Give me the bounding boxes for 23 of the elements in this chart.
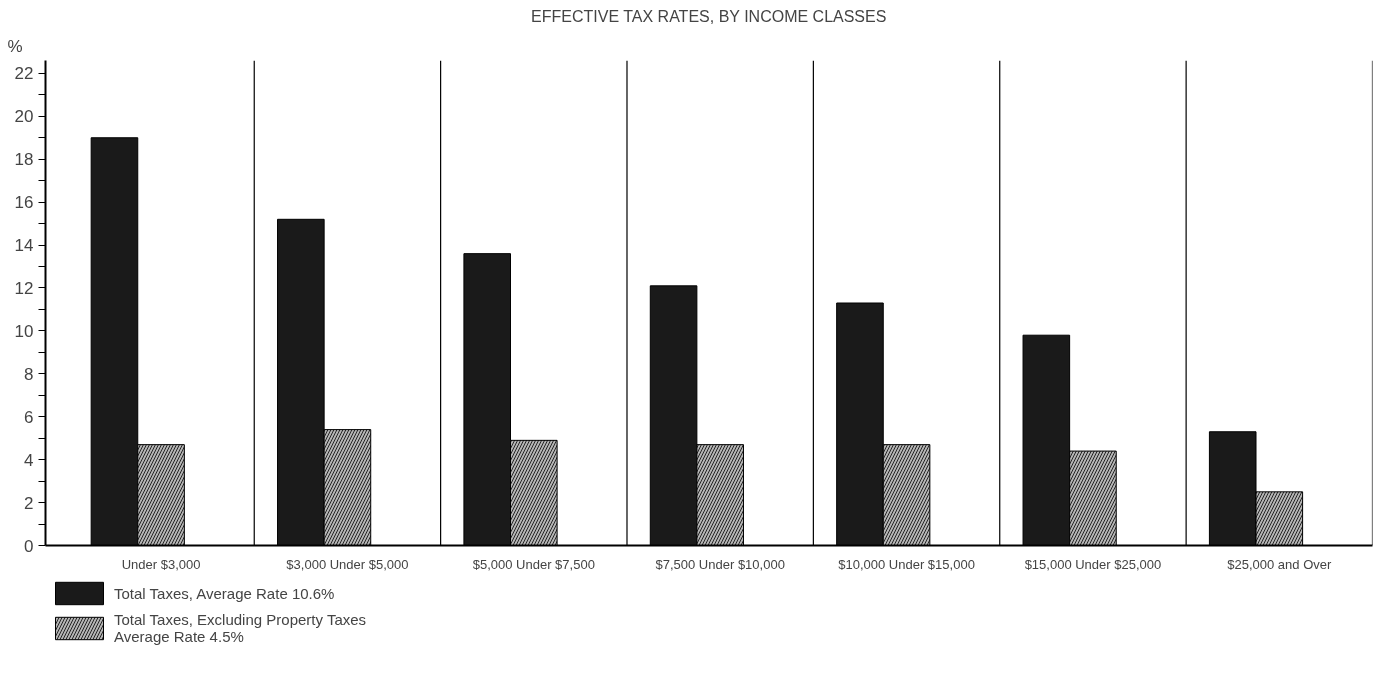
- y-axis-title: %: [7, 36, 23, 56]
- y-tick-label: 20: [14, 107, 34, 127]
- y-tick-label: 0: [24, 536, 34, 556]
- legend-label: Total Taxes, Excluding Property Taxes Average Rate 4.5%: [114, 611, 367, 645]
- y-tick-label: 14: [14, 236, 34, 256]
- legend-label: Total Taxes, Average Rate 10.6%: [114, 584, 335, 602]
- y-tick-label: 4: [24, 450, 34, 470]
- x-tick-label: $3,000 Under $5,000: [286, 556, 409, 572]
- y-tick-label: 22: [14, 64, 34, 84]
- chart-title: EFFECTIVE TAX RATES, BY INCOME CLASSES: [531, 7, 887, 25]
- y-tick-label: 12: [14, 278, 34, 298]
- y-tick-label: 18: [14, 150, 34, 170]
- x-tick-label: $10,000 Under $15,000: [838, 556, 975, 572]
- x-tick-label: Under $3,000: [121, 556, 201, 572]
- y-tick-label: 10: [14, 321, 34, 341]
- y-tick-label: 6: [24, 407, 34, 427]
- x-tick-label: $15,000 Under $25,000: [1024, 556, 1162, 572]
- y-tick-label: 8: [24, 364, 34, 384]
- y-tick-label: 16: [14, 193, 34, 213]
- x-tick-label: $5,000 Under $7,500: [472, 556, 595, 572]
- x-tick-label: $7,500 Under $10,000: [655, 556, 785, 572]
- x-tick-label: $25,000 and Over: [1227, 556, 1333, 572]
- y-tick-label: 2: [24, 493, 34, 513]
